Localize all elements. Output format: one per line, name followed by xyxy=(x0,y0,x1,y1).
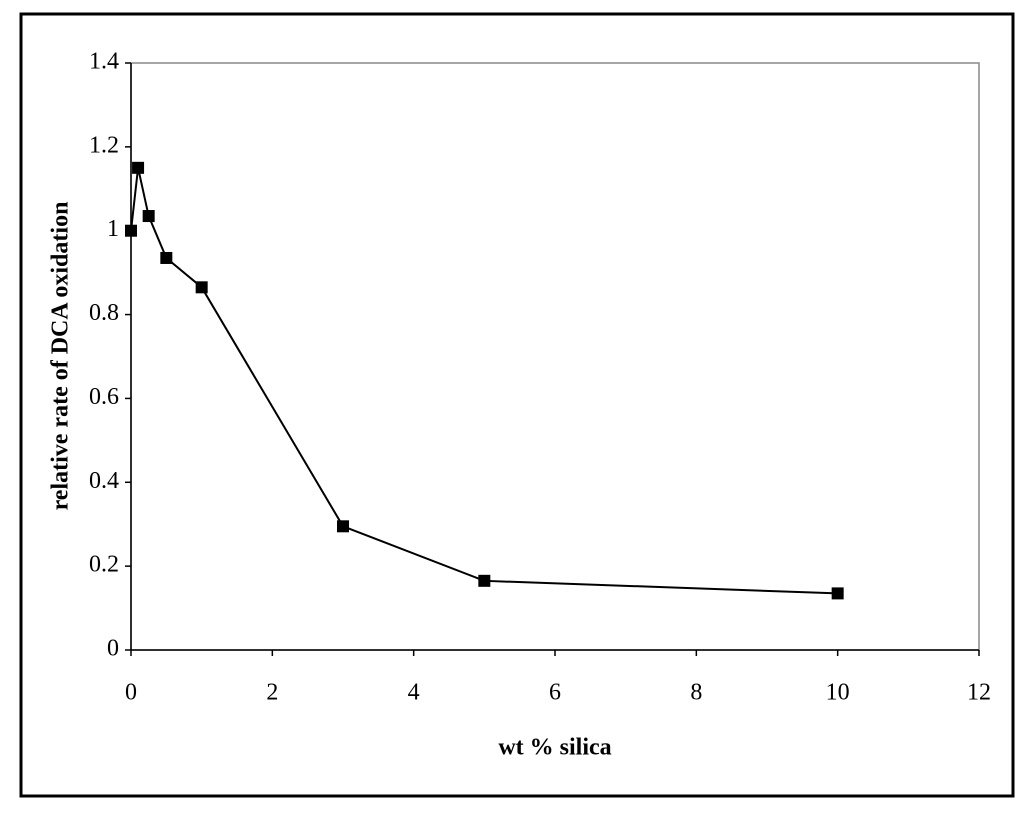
y-tick-label: 1.2 xyxy=(89,132,119,158)
y-tick-label: 1.4 xyxy=(89,49,119,75)
x-tick-label: 12 xyxy=(967,680,991,706)
x-tick-label: 2 xyxy=(266,680,278,706)
y-tick-label: 0.4 xyxy=(89,468,119,494)
data-point xyxy=(478,574,491,587)
x-axis-title: wt % silica xyxy=(498,735,611,761)
y-tick-label: 0.2 xyxy=(89,552,119,578)
data-point xyxy=(195,281,208,294)
data-point xyxy=(132,161,145,174)
frame xyxy=(19,12,1015,798)
y-tick-label: 0.6 xyxy=(89,384,119,410)
y-tick-label: 0.8 xyxy=(89,300,119,326)
data-point xyxy=(142,210,155,223)
data-point xyxy=(160,251,173,264)
x-tick-label: 0 xyxy=(125,680,137,706)
series-line xyxy=(130,167,838,595)
y-tick-label: 0 xyxy=(107,636,119,662)
y-tick-label: 1 xyxy=(107,216,119,242)
data-point xyxy=(831,587,844,600)
x-tick-label: 8 xyxy=(690,680,702,706)
data-point xyxy=(337,520,349,533)
y-axis-title: relative rate of DCA oxidation xyxy=(48,202,74,511)
x-tick-label: 4 xyxy=(408,680,420,706)
plot-area xyxy=(130,62,980,651)
x-tick-label: 10 xyxy=(826,680,850,706)
data-point xyxy=(125,224,137,237)
x-tick-label: 6 xyxy=(549,680,561,706)
